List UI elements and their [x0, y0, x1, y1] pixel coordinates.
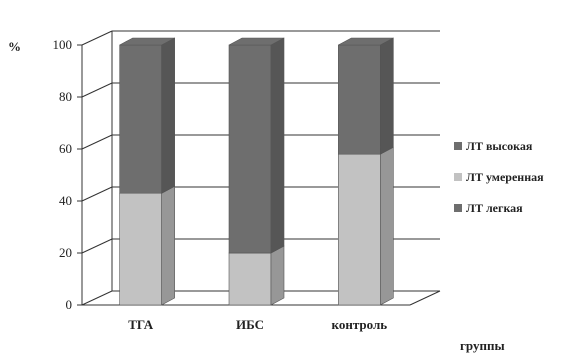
bar-segment — [228, 245, 285, 306]
x-tick-label: контроль — [332, 317, 388, 332]
bar-side — [380, 146, 394, 306]
legend-label: ЛТ высокая — [466, 139, 533, 153]
bar-front — [228, 44, 272, 254]
x-axis-label: группы — [460, 338, 505, 353]
y-axis-label: % — [8, 39, 21, 54]
bar-top — [119, 37, 175, 46]
bar-segment — [228, 37, 285, 254]
gridline-diagonal — [81, 30, 113, 46]
bar-top — [338, 37, 394, 46]
legend-label: ЛТ умеренная — [466, 170, 544, 184]
legend-swatch — [454, 142, 462, 150]
y-tick-label: 20 — [59, 245, 72, 260]
floor-right-edge — [409, 290, 441, 306]
bar-segment — [338, 146, 394, 306]
x-tick-label: ИБС — [236, 317, 264, 332]
bar-front — [119, 44, 162, 194]
gridline-diagonal — [81, 238, 113, 254]
y-tick-label: 0 — [66, 297, 73, 312]
gridline-diagonal — [81, 186, 113, 202]
gridline-diagonal — [81, 134, 113, 150]
bar-segment — [338, 37, 394, 155]
bar-top — [228, 37, 285, 46]
legend: ЛТ высокая ЛТ умеренная ЛТ легкая — [454, 139, 544, 215]
x-tick-label: ТГА — [128, 317, 154, 332]
bar-segment — [119, 37, 175, 194]
bar-side — [270, 37, 285, 254]
y-tick-labels: 0 20 40 60 80 100 — [53, 37, 73, 312]
x-tick-labels: ТГА ИБС контроль — [128, 317, 387, 332]
legend-swatch — [454, 204, 462, 212]
bar-side — [161, 37, 175, 194]
bar-side — [270, 245, 285, 306]
bar-side — [380, 37, 394, 155]
bar-segment — [119, 185, 175, 306]
gridline-diagonal — [81, 82, 113, 98]
legend-label: ЛТ легкая — [466, 201, 523, 215]
bar-front — [228, 252, 272, 306]
bar-front — [338, 153, 381, 306]
y-tick-label: 40 — [59, 193, 72, 208]
gridline-diagonal — [81, 290, 113, 306]
bar-front — [119, 192, 162, 306]
bar-side — [161, 185, 175, 306]
y-tick-label: 100 — [53, 37, 73, 52]
y-tick-label: 80 — [59, 89, 72, 104]
bar-front — [338, 44, 381, 155]
y-tick-label: 60 — [59, 141, 72, 156]
bars — [119, 37, 394, 306]
legend-swatch — [454, 173, 462, 181]
